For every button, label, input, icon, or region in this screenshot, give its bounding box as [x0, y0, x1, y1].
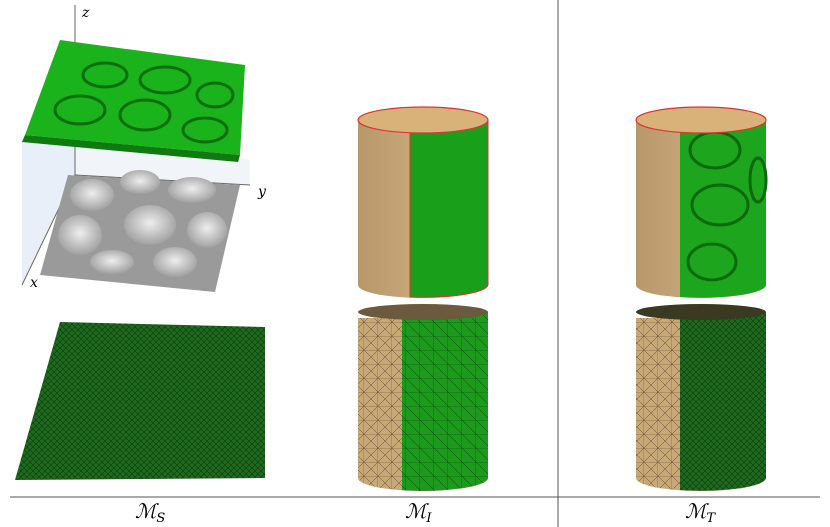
axis-label-z: z	[81, 5, 90, 21]
figure: z y x ℳS ℳI ℳT	[0, 0, 830, 527]
cylinder-interface	[358, 107, 488, 298]
axis-label-y: y	[257, 184, 267, 200]
surface-plot: z y x	[22, 5, 267, 292]
cylinder-interface-mesh	[358, 304, 488, 491]
page: z y x ℳS ℳI ℳT (() => { const data = JSO…	[0, 0, 830, 527]
cylinder-textured	[636, 107, 766, 298]
caption: ℳS	[135, 499, 165, 526]
caption: ℳI	[405, 499, 432, 526]
surface-mesh	[15, 322, 265, 480]
surface-top	[25, 40, 245, 155]
caption: ℳT	[685, 499, 716, 526]
cylinder-textured-mesh	[636, 304, 766, 491]
axis-label-x: x	[30, 275, 38, 291]
